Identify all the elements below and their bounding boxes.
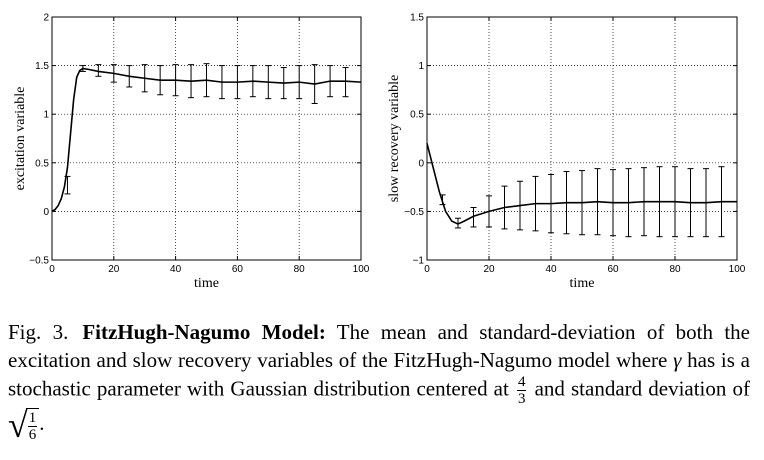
y-axis-label: slow recovery variable	[387, 75, 402, 203]
fraction-numerator: 1	[27, 409, 38, 427]
x-tick-label: 80	[669, 264, 681, 275]
x-axis-label: time	[194, 276, 219, 291]
sqrt-sign: √	[8, 405, 28, 445]
caption-period: .	[39, 410, 45, 435]
error-bar	[656, 166, 663, 238]
y-tick-label: 1.5	[35, 61, 49, 72]
error-bar	[203, 63, 210, 98]
error-bar	[188, 64, 195, 99]
y-tick-label: 1.5	[410, 13, 424, 24]
error-bar	[610, 169, 616, 237]
error-bar	[172, 64, 179, 97]
error-bar	[563, 171, 570, 235]
error-bar	[517, 180, 523, 231]
fraction-denominator: 3	[517, 391, 526, 407]
y-tick-label: 1	[43, 110, 49, 121]
x-axis-label: time	[570, 276, 595, 291]
y-tick-label: −0.5	[29, 256, 49, 267]
caption-text-1: The mean and standard-deviation of both …	[8, 320, 750, 372]
error-bar	[641, 167, 647, 237]
error-bar	[126, 65, 133, 88]
figure: 0 20 40 60 80 100−0.500.511.52timeexcitation …	[13, 13, 746, 292]
y-tick-label: −1	[413, 256, 425, 267]
excitation-panel: 0 20 40 60 80 100−0.500.511.52timeexcitation …	[13, 13, 370, 292]
x-tick-label: 0	[424, 264, 430, 275]
error-bar	[342, 67, 349, 98]
y-tick-label: 0.5	[410, 110, 424, 121]
error-bar	[594, 168, 601, 236]
error-bar	[218, 65, 225, 100]
error-bar	[455, 217, 461, 229]
error-bar	[265, 65, 272, 100]
x-tick-label: 80	[294, 264, 306, 275]
error-bar	[249, 65, 256, 98]
error-bar	[141, 64, 148, 93]
error-bar	[470, 207, 477, 228]
figure-caption: Fig. 3. FitzHugh-Nagumo Model: The mean a…	[8, 318, 750, 443]
y-tick-label: −0.5	[404, 207, 424, 218]
error-bar	[672, 166, 678, 238]
caption-text-2: has is a stochastic parameter with Gauss…	[8, 348, 750, 401]
error-bar	[501, 185, 508, 230]
caption-gamma: γ	[673, 348, 682, 372]
error-bar	[625, 168, 632, 238]
caption-text-3: and standard deviation of	[528, 376, 750, 401]
y-tick-label: 0	[418, 158, 424, 169]
error-bar	[234, 65, 241, 100]
y-axis-label: excitation variable	[13, 87, 28, 191]
error-bar	[157, 65, 164, 96]
x-tick-label: 20	[483, 264, 495, 275]
x-tick-label: 20	[108, 264, 120, 275]
x-tick-label: 40	[545, 264, 557, 275]
error-bar	[486, 195, 492, 228]
error-bar	[439, 194, 446, 206]
plot-frame	[426, 16, 738, 261]
error-bar	[687, 168, 694, 238]
error-bar	[280, 67, 287, 100]
error-bar	[718, 166, 725, 238]
x-tick-label: 100	[729, 264, 746, 275]
y-tick-label: 0.5	[35, 158, 49, 169]
x-tick-label: 60	[232, 264, 244, 275]
y-tick-label: 0	[43, 207, 49, 218]
error-bar	[95, 64, 102, 77]
recovery-panel: 0 20 40 60 80 100 −1 −0.5 0 0.5 1 1.5 time slow recov…	[387, 13, 746, 292]
error-bar	[703, 168, 709, 238]
error-bar	[532, 175, 539, 232]
error-bar	[79, 65, 86, 72]
x-tick-label: 40	[170, 264, 182, 275]
y-tick-label: 2	[43, 13, 49, 24]
error-bar	[579, 170, 585, 236]
error-bar	[64, 175, 71, 195]
error-bar	[296, 65, 303, 100]
error-bar	[311, 64, 318, 105]
error-bar	[327, 65, 334, 98]
fraction-numerator: 4	[516, 374, 527, 391]
fraction-denominator: 6	[28, 426, 37, 443]
mean-line	[51, 67, 362, 213]
plot-frame	[51, 16, 362, 261]
error-bar	[548, 173, 554, 234]
caption-label: Fig. 3.	[8, 320, 69, 344]
error-bar	[110, 64, 117, 83]
caption-sqrt: √ 1 6	[8, 405, 40, 445]
x-tick-label: 0	[49, 264, 55, 275]
x-tick-label: 60	[607, 264, 619, 275]
y-tick-label: 1	[418, 61, 424, 72]
x-tick-label: 100	[353, 264, 370, 275]
caption-title: FitzHugh-Nagumo Model:	[82, 320, 326, 344]
